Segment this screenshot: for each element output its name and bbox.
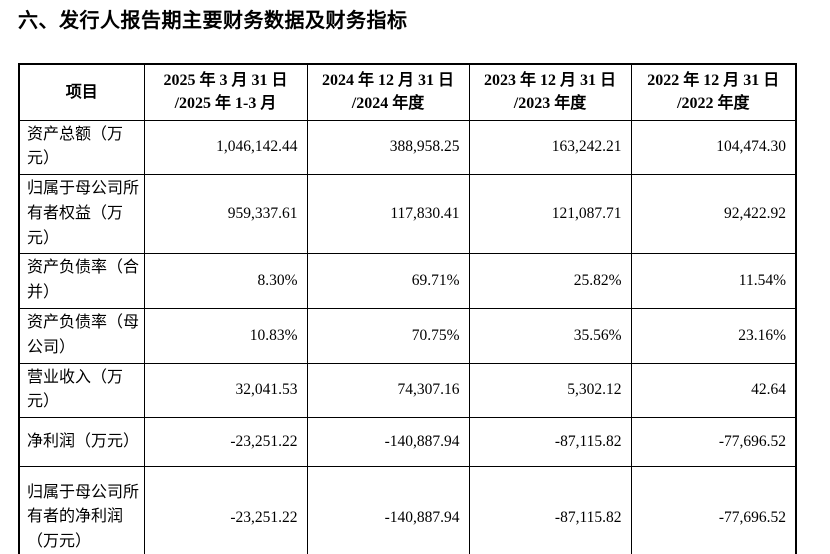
value-cell: 25.82% (468, 253, 632, 310)
value-cell: 104,474.30 (630, 119, 797, 176)
value-cell: 35.56% (468, 308, 632, 364)
value-cell: -23,251.22 (143, 417, 308, 468)
value-cell: -140,887.94 (306, 417, 470, 468)
value-cell: 92,422.92 (630, 174, 797, 255)
period-range: /2022 年度 (677, 95, 750, 113)
value-cell: 5,302.12 (468, 362, 632, 419)
table-row-total-assets: 资产总额（万元） 1,046,142.44 388,958.25 163,242… (18, 119, 797, 176)
table-row-net-profit: 净利润（万元） -23,251.22 -140,887.94 -87,115.8… (18, 417, 797, 468)
table-row-operating-revenue: 营业收入（万元） 32,041.53 74,307.16 5,302.12 42… (18, 362, 797, 419)
value-cell: 959,337.61 (143, 174, 308, 255)
period-date: 2023 年 12 月 31 日 (483, 72, 616, 90)
period-date: 2024 年 12 月 31 日 (321, 72, 454, 90)
financial-data-table: 项目 2025 年 3 月 31 日 /2025 年 1-3 月 2024 年 … (18, 63, 797, 554)
value-cell: -87,115.82 (468, 417, 632, 468)
row-label: 资产负债率（合并） (18, 253, 145, 310)
table-row-debt-ratio-consolidated: 资产负债率（合并） 8.30% 69.71% 25.82% 11.54% (18, 253, 797, 310)
value-cell: 74,307.16 (306, 362, 470, 419)
header-item-label: 项目 (65, 83, 98, 101)
header-cell-period-2025: 2025 年 3 月 31 日 /2025 年 1-3 月 (143, 63, 308, 121)
period-date: 2022 年 12 月 31 日 (647, 72, 780, 90)
header-cell-item: 项目 (18, 63, 145, 121)
header-cell-period-2024: 2024 年 12 月 31 日 /2024 年度 (306, 63, 470, 121)
table-row-parent-net-profit: 归属于母公司所有者的净利润（万元） -23,251.22 -140,887.94… (18, 466, 797, 554)
value-cell: 163,242.21 (468, 119, 632, 176)
header-row: 项目 2025 年 3 月 31 日 /2025 年 1-3 月 2024 年 … (18, 63, 797, 121)
period-range: /2024 年度 (351, 95, 425, 113)
value-cell: 117,830.41 (306, 174, 470, 255)
value-cell: -77,696.52 (630, 417, 797, 468)
row-label: 资产总额（万元） (18, 119, 145, 176)
value-cell: 8.30% (143, 253, 308, 310)
value-cell: 388,958.25 (306, 119, 470, 176)
row-label: 营业收入（万元） (18, 362, 145, 419)
value-cell: 70.75% (306, 308, 470, 364)
value-cell: -77,696.52 (630, 466, 797, 554)
section-title: 六、发行人报告期主要财务数据及财务指标 (18, 10, 408, 32)
value-cell: 42.64 (630, 362, 797, 419)
value-cell: 32,041.53 (143, 362, 308, 419)
table-row-parent-equity: 归属于母公司所有者权益（万元） 959,337.61 117,830.41 12… (18, 174, 797, 255)
value-cell: -23,251.22 (143, 466, 308, 554)
value-cell: -87,115.82 (468, 466, 632, 554)
table-row-debt-ratio-parent: 资产负债率（母公司） 10.83% 70.75% 35.56% 23.16% (18, 308, 797, 364)
header-cell-period-2022: 2022 年 12 月 31 日 /2022 年度 (630, 63, 797, 121)
period-range: /2023 年度 (513, 95, 587, 113)
table-body: 资产总额（万元） 1,046,142.44 388,958.25 163,242… (18, 119, 797, 554)
period-range: /2025 年 1-3 月 (174, 95, 277, 113)
row-label: 归属于母公司所有者的净利润（万元） (18, 466, 145, 554)
value-cell: 69.71% (306, 253, 470, 310)
value-cell: -140,887.94 (306, 466, 470, 554)
table-header: 项目 2025 年 3 月 31 日 /2025 年 1-3 月 2024 年 … (18, 63, 797, 121)
value-cell: 121,087.71 (468, 174, 632, 255)
row-label: 净利润（万元） (18, 417, 145, 468)
header-cell-period-2023: 2023 年 12 月 31 日 /2023 年度 (468, 63, 632, 121)
value-cell: 23.16% (630, 308, 797, 364)
value-cell: 1,046,142.44 (143, 119, 308, 176)
row-label: 资产负债率（母公司） (18, 308, 145, 364)
value-cell: 10.83% (143, 308, 308, 364)
value-cell: 11.54% (630, 253, 797, 310)
period-date: 2025 年 3 月 31 日 (163, 72, 288, 90)
row-label: 归属于母公司所有者权益（万元） (18, 174, 145, 255)
